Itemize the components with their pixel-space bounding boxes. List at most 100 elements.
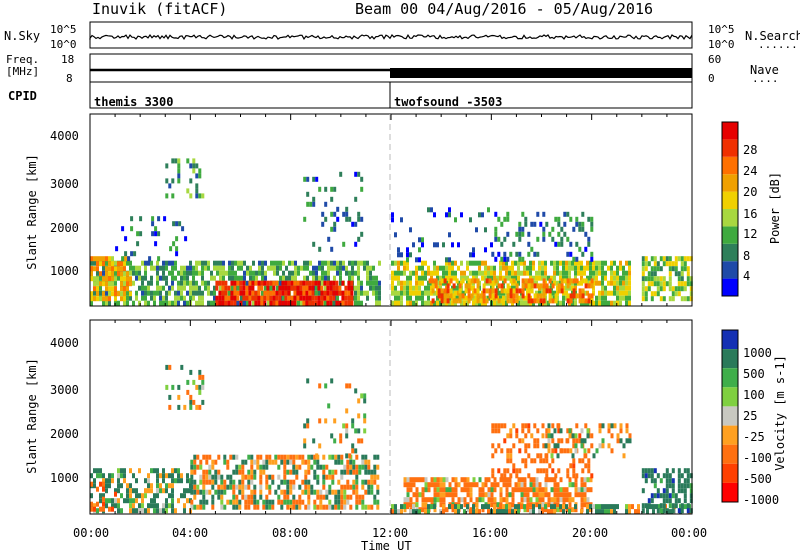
heatmap-cell bbox=[354, 221, 358, 227]
heatmap-cell bbox=[239, 290, 243, 296]
heatmap-cell bbox=[211, 459, 215, 465]
heatmap-cell bbox=[240, 275, 243, 281]
heatmap-cell bbox=[524, 423, 528, 429]
heatmap-cell bbox=[548, 231, 552, 237]
heatmap-cell bbox=[156, 275, 159, 281]
heatmap-cell bbox=[535, 487, 539, 493]
heatmap-cell bbox=[391, 212, 394, 218]
heatmap-cell bbox=[254, 300, 258, 306]
heatmap-cell bbox=[572, 278, 576, 284]
heatmap-cell bbox=[336, 295, 339, 301]
heatmap-cell bbox=[508, 482, 512, 488]
heatmap-cell bbox=[372, 275, 375, 281]
heatmap-cell bbox=[553, 280, 556, 286]
heatmap-cell bbox=[472, 260, 475, 266]
heatmap-cell bbox=[545, 428, 549, 434]
heatmap-cell bbox=[126, 271, 129, 277]
heatmap-cell bbox=[303, 265, 306, 271]
heatmap-cell bbox=[518, 221, 522, 227]
heatmap-cell bbox=[524, 283, 528, 289]
heatmap-cell bbox=[102, 276, 105, 282]
heatmap-cell bbox=[445, 257, 448, 263]
heatmap-cell bbox=[265, 499, 269, 505]
heatmap-cell bbox=[220, 494, 224, 500]
heatmap-cell bbox=[604, 300, 607, 306]
heatmap-cell bbox=[352, 464, 356, 470]
heatmap-cell bbox=[328, 499, 332, 505]
heatmap-cell bbox=[502, 260, 505, 266]
heatmap-cell bbox=[293, 290, 297, 296]
heatmap-cell bbox=[509, 293, 513, 299]
heatmap-cell bbox=[153, 290, 156, 296]
heatmap-cell bbox=[506, 433, 510, 439]
heatmap-cell bbox=[394, 285, 397, 291]
heatmap-cell bbox=[394, 275, 397, 281]
heatmap-cell bbox=[485, 288, 489, 294]
heatmap-cell bbox=[346, 479, 350, 485]
heatmap-cell bbox=[135, 493, 138, 499]
heatmap-cell bbox=[556, 453, 560, 459]
heatmap-cell bbox=[397, 300, 400, 306]
heatmap-cell bbox=[418, 290, 421, 296]
heatmap-cell bbox=[99, 296, 102, 302]
colorbar-swatch bbox=[722, 482, 738, 502]
heatmap-cell bbox=[484, 275, 487, 281]
heatmap-cell bbox=[108, 271, 111, 277]
heatmap-cell bbox=[529, 270, 532, 276]
heatmap-cell bbox=[560, 278, 564, 284]
heatmap-cell bbox=[253, 459, 257, 465]
heatmap-cell bbox=[233, 280, 237, 286]
heatmap-cell bbox=[454, 260, 457, 266]
heatmap-cell bbox=[554, 241, 558, 247]
heatmap-cell bbox=[587, 298, 591, 304]
heatmap-cell bbox=[568, 477, 572, 483]
heatmap-cell bbox=[526, 265, 529, 271]
heatmap-cell bbox=[653, 493, 657, 499]
heatmap-cell bbox=[370, 489, 374, 495]
heatmap-cell bbox=[568, 502, 572, 508]
heatmap-cell bbox=[418, 492, 422, 498]
heatmap-cell bbox=[443, 293, 447, 299]
heatmap-cell bbox=[527, 241, 531, 247]
heatmap-cell bbox=[670, 509, 673, 515]
heatmap-cell bbox=[604, 285, 607, 291]
heatmap-cell bbox=[601, 509, 604, 515]
heatmap-cell bbox=[506, 468, 510, 474]
heatmap-cell bbox=[114, 296, 117, 302]
heatmap-cell bbox=[403, 265, 406, 271]
heatmap-cell bbox=[500, 448, 504, 454]
heatmap-cell bbox=[252, 270, 255, 276]
heatmap-cell bbox=[539, 458, 543, 464]
heatmap-cell bbox=[264, 270, 267, 276]
heatmap-cell bbox=[351, 265, 354, 271]
heatmap-cell bbox=[641, 266, 645, 272]
heatmap-cell bbox=[533, 443, 537, 449]
heatmap-cell bbox=[518, 288, 522, 294]
heatmap-cell bbox=[207, 290, 210, 296]
heatmap-cell bbox=[568, 265, 571, 271]
heatmap-cell bbox=[311, 300, 315, 306]
heatmap-cell bbox=[171, 493, 174, 499]
heatmap-cell bbox=[656, 261, 660, 267]
heatmap-cell bbox=[541, 487, 545, 493]
heatmap-cell bbox=[354, 285, 357, 291]
power-cb-tick-4: 4 bbox=[743, 269, 751, 283]
heatmap-cell bbox=[412, 482, 416, 488]
heatmap-cell bbox=[328, 484, 332, 490]
heatmap-cell bbox=[613, 270, 616, 276]
heatmap-cell bbox=[508, 504, 511, 510]
heatmap-cell bbox=[280, 504, 284, 510]
heatmap-cell bbox=[590, 216, 594, 222]
heatmap-cell bbox=[569, 251, 573, 257]
heatmap-cell bbox=[583, 502, 587, 508]
heatmap-cell bbox=[153, 508, 156, 514]
heatmap-cell bbox=[249, 265, 252, 271]
heatmap-cell bbox=[347, 285, 351, 291]
heatmap-cell bbox=[445, 265, 448, 271]
heatmap-cell bbox=[689, 286, 693, 292]
heatmap-cell bbox=[253, 499, 257, 505]
heatmap-cell bbox=[336, 216, 340, 222]
heatmap-cell bbox=[183, 300, 186, 306]
heatmap-cell bbox=[451, 492, 455, 498]
heatmap-cell bbox=[268, 454, 272, 460]
